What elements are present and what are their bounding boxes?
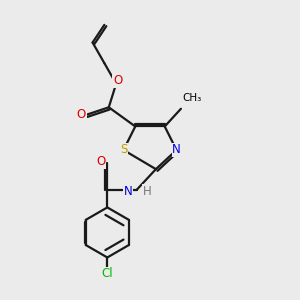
Text: Cl: Cl bbox=[101, 267, 113, 280]
Text: H: H bbox=[142, 185, 152, 198]
Text: S: S bbox=[120, 143, 127, 157]
Text: N: N bbox=[124, 185, 132, 198]
Text: O: O bbox=[96, 155, 106, 168]
Text: CH₃: CH₃ bbox=[182, 94, 202, 103]
Text: O: O bbox=[113, 74, 122, 87]
Text: N: N bbox=[172, 143, 181, 157]
Text: O: O bbox=[77, 108, 86, 121]
